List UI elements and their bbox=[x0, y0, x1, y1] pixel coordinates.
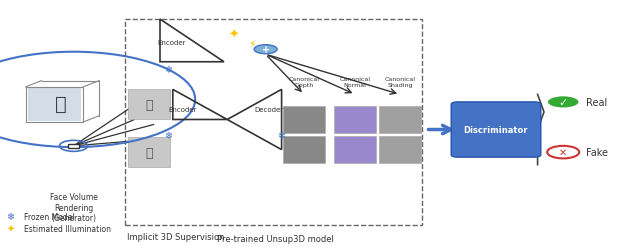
Text: ✓: ✓ bbox=[559, 98, 568, 108]
FancyBboxPatch shape bbox=[128, 90, 170, 120]
FancyBboxPatch shape bbox=[451, 102, 541, 158]
Text: +: + bbox=[262, 45, 269, 55]
Text: Estimated Illumination: Estimated Illumination bbox=[24, 224, 111, 233]
FancyBboxPatch shape bbox=[335, 136, 376, 164]
Circle shape bbox=[547, 96, 579, 109]
Text: Decoder: Decoder bbox=[254, 107, 284, 113]
Text: Encoder: Encoder bbox=[168, 107, 196, 113]
Text: ⚡: ⚡ bbox=[248, 40, 255, 50]
Text: ❄: ❄ bbox=[6, 211, 15, 221]
Text: ❄: ❄ bbox=[278, 130, 285, 140]
Text: Fake: Fake bbox=[586, 148, 607, 158]
Text: Face Volume
Rendering
(Generator): Face Volume Rendering (Generator) bbox=[50, 192, 97, 222]
Text: Canonical
Depth: Canonical Depth bbox=[289, 77, 319, 88]
FancyBboxPatch shape bbox=[380, 136, 421, 164]
Text: 👤: 👤 bbox=[55, 94, 67, 113]
FancyBboxPatch shape bbox=[380, 106, 421, 134]
FancyBboxPatch shape bbox=[128, 138, 170, 168]
Text: Pre-trained Unsup3D model: Pre-trained Unsup3D model bbox=[217, 234, 333, 243]
Text: Canonical
Shading: Canonical Shading bbox=[385, 77, 415, 88]
FancyBboxPatch shape bbox=[28, 88, 81, 122]
Text: 👤: 👤 bbox=[145, 98, 152, 112]
Text: Encoder: Encoder bbox=[157, 40, 186, 46]
Circle shape bbox=[547, 146, 579, 159]
FancyBboxPatch shape bbox=[283, 106, 325, 134]
Text: Canonical
Normal: Canonical Normal bbox=[340, 77, 371, 88]
Text: ❄: ❄ bbox=[164, 130, 172, 140]
Text: ✦: ✦ bbox=[6, 224, 15, 234]
Text: Discriminator: Discriminator bbox=[464, 126, 528, 134]
Circle shape bbox=[254, 46, 277, 54]
Text: ❄: ❄ bbox=[164, 65, 172, 75]
Text: Frozen Model: Frozen Model bbox=[24, 212, 75, 221]
FancyBboxPatch shape bbox=[283, 136, 325, 164]
Text: Real: Real bbox=[586, 98, 607, 108]
Text: ✦: ✦ bbox=[228, 28, 239, 42]
Text: Implicit 3D Supervision: Implicit 3D Supervision bbox=[127, 232, 225, 241]
FancyBboxPatch shape bbox=[68, 144, 79, 148]
Text: ✕: ✕ bbox=[559, 148, 567, 158]
FancyBboxPatch shape bbox=[335, 106, 376, 134]
Text: 👤: 👤 bbox=[145, 146, 152, 159]
